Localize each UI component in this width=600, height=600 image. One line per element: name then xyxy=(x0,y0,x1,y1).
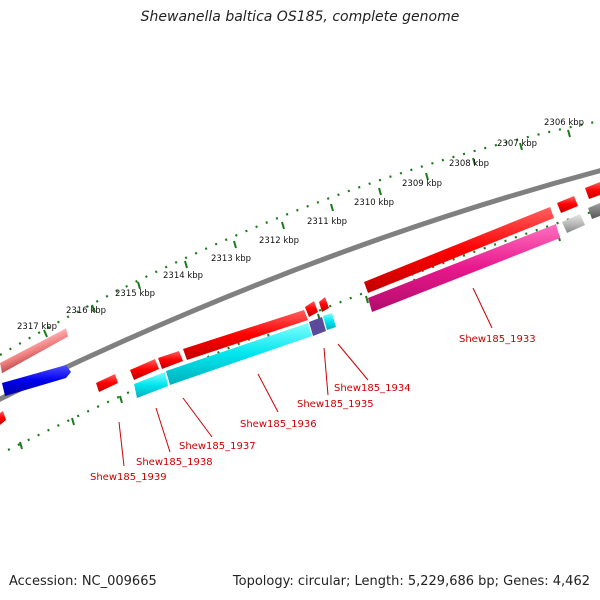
gene-red-1938 xyxy=(130,359,159,380)
gene-label: Shew185_1935 xyxy=(297,399,374,410)
scale-label: 2310 kbp xyxy=(354,198,394,208)
outer-scale-ticks xyxy=(43,129,571,338)
gene-labels: Shew185_1933 Shew185_1934 Shew185_1935 S… xyxy=(90,334,536,483)
scale-label: 2313 kbp xyxy=(211,254,251,264)
scale-label: 2312 kbp xyxy=(259,236,299,246)
gene-cyan-1936 xyxy=(166,323,312,385)
scale-label: 2317 kbp xyxy=(17,322,57,332)
gene-magenta-1933 xyxy=(368,224,560,312)
gene-dark xyxy=(588,203,600,219)
gene-red-edge-left xyxy=(0,411,6,425)
scale-label: 2316 kbp xyxy=(66,306,106,316)
scale-label: 2308 kbp xyxy=(449,159,489,169)
scale-label: 2306 kbp xyxy=(544,118,584,128)
genome-summary-text: Topology: circular; Length: 5,229,686 bp… xyxy=(232,574,590,589)
scale-labels: 2306 kbp 2307 kbp 2308 kbp 2309 kbp 2310… xyxy=(17,118,584,332)
gene-label: Shew185_1939 xyxy=(90,472,167,483)
gene-red-1934 xyxy=(319,297,329,312)
scale-label: 2309 kbp xyxy=(402,179,442,189)
gene-label: Shew185_1933 xyxy=(459,334,536,345)
outer-strand-genes xyxy=(0,182,600,392)
gene-pink xyxy=(0,328,68,374)
accession-text: Accession: NC_009665 xyxy=(9,574,157,589)
genome-backbone xyxy=(0,168,600,402)
leader-lines xyxy=(118,287,493,467)
gene-red-1935 xyxy=(305,301,318,317)
gene-red-1936 xyxy=(183,310,308,360)
gene-gray xyxy=(562,214,585,233)
gene-purple-1935 xyxy=(309,317,326,336)
scale-label: 2315 kbp xyxy=(115,289,155,299)
gene-label: Shew185_1937 xyxy=(179,441,256,452)
scale-label: 2311 kbp xyxy=(307,217,347,227)
scale-label: 2307 kbp xyxy=(497,139,537,149)
gene-red-1939 xyxy=(96,374,118,392)
scale-label: 2314 kbp xyxy=(163,271,203,281)
gene-red-1937 xyxy=(158,351,183,369)
gene-label: Shew185_1938 xyxy=(136,457,213,468)
gene-label: Shew185_1934 xyxy=(334,383,411,394)
gene-cyan-1938 xyxy=(134,372,168,398)
gene-cyan-1934 xyxy=(323,313,336,330)
gene-blue xyxy=(2,365,71,396)
gene-red-small xyxy=(557,196,578,213)
gene-red-edge xyxy=(585,182,600,199)
inner-strand-genes xyxy=(0,203,600,425)
gene-red-1933 xyxy=(364,207,554,293)
gene-label: Shew185_1936 xyxy=(240,419,317,430)
map-title: Shewanella baltica OS185, complete genom… xyxy=(140,9,460,25)
